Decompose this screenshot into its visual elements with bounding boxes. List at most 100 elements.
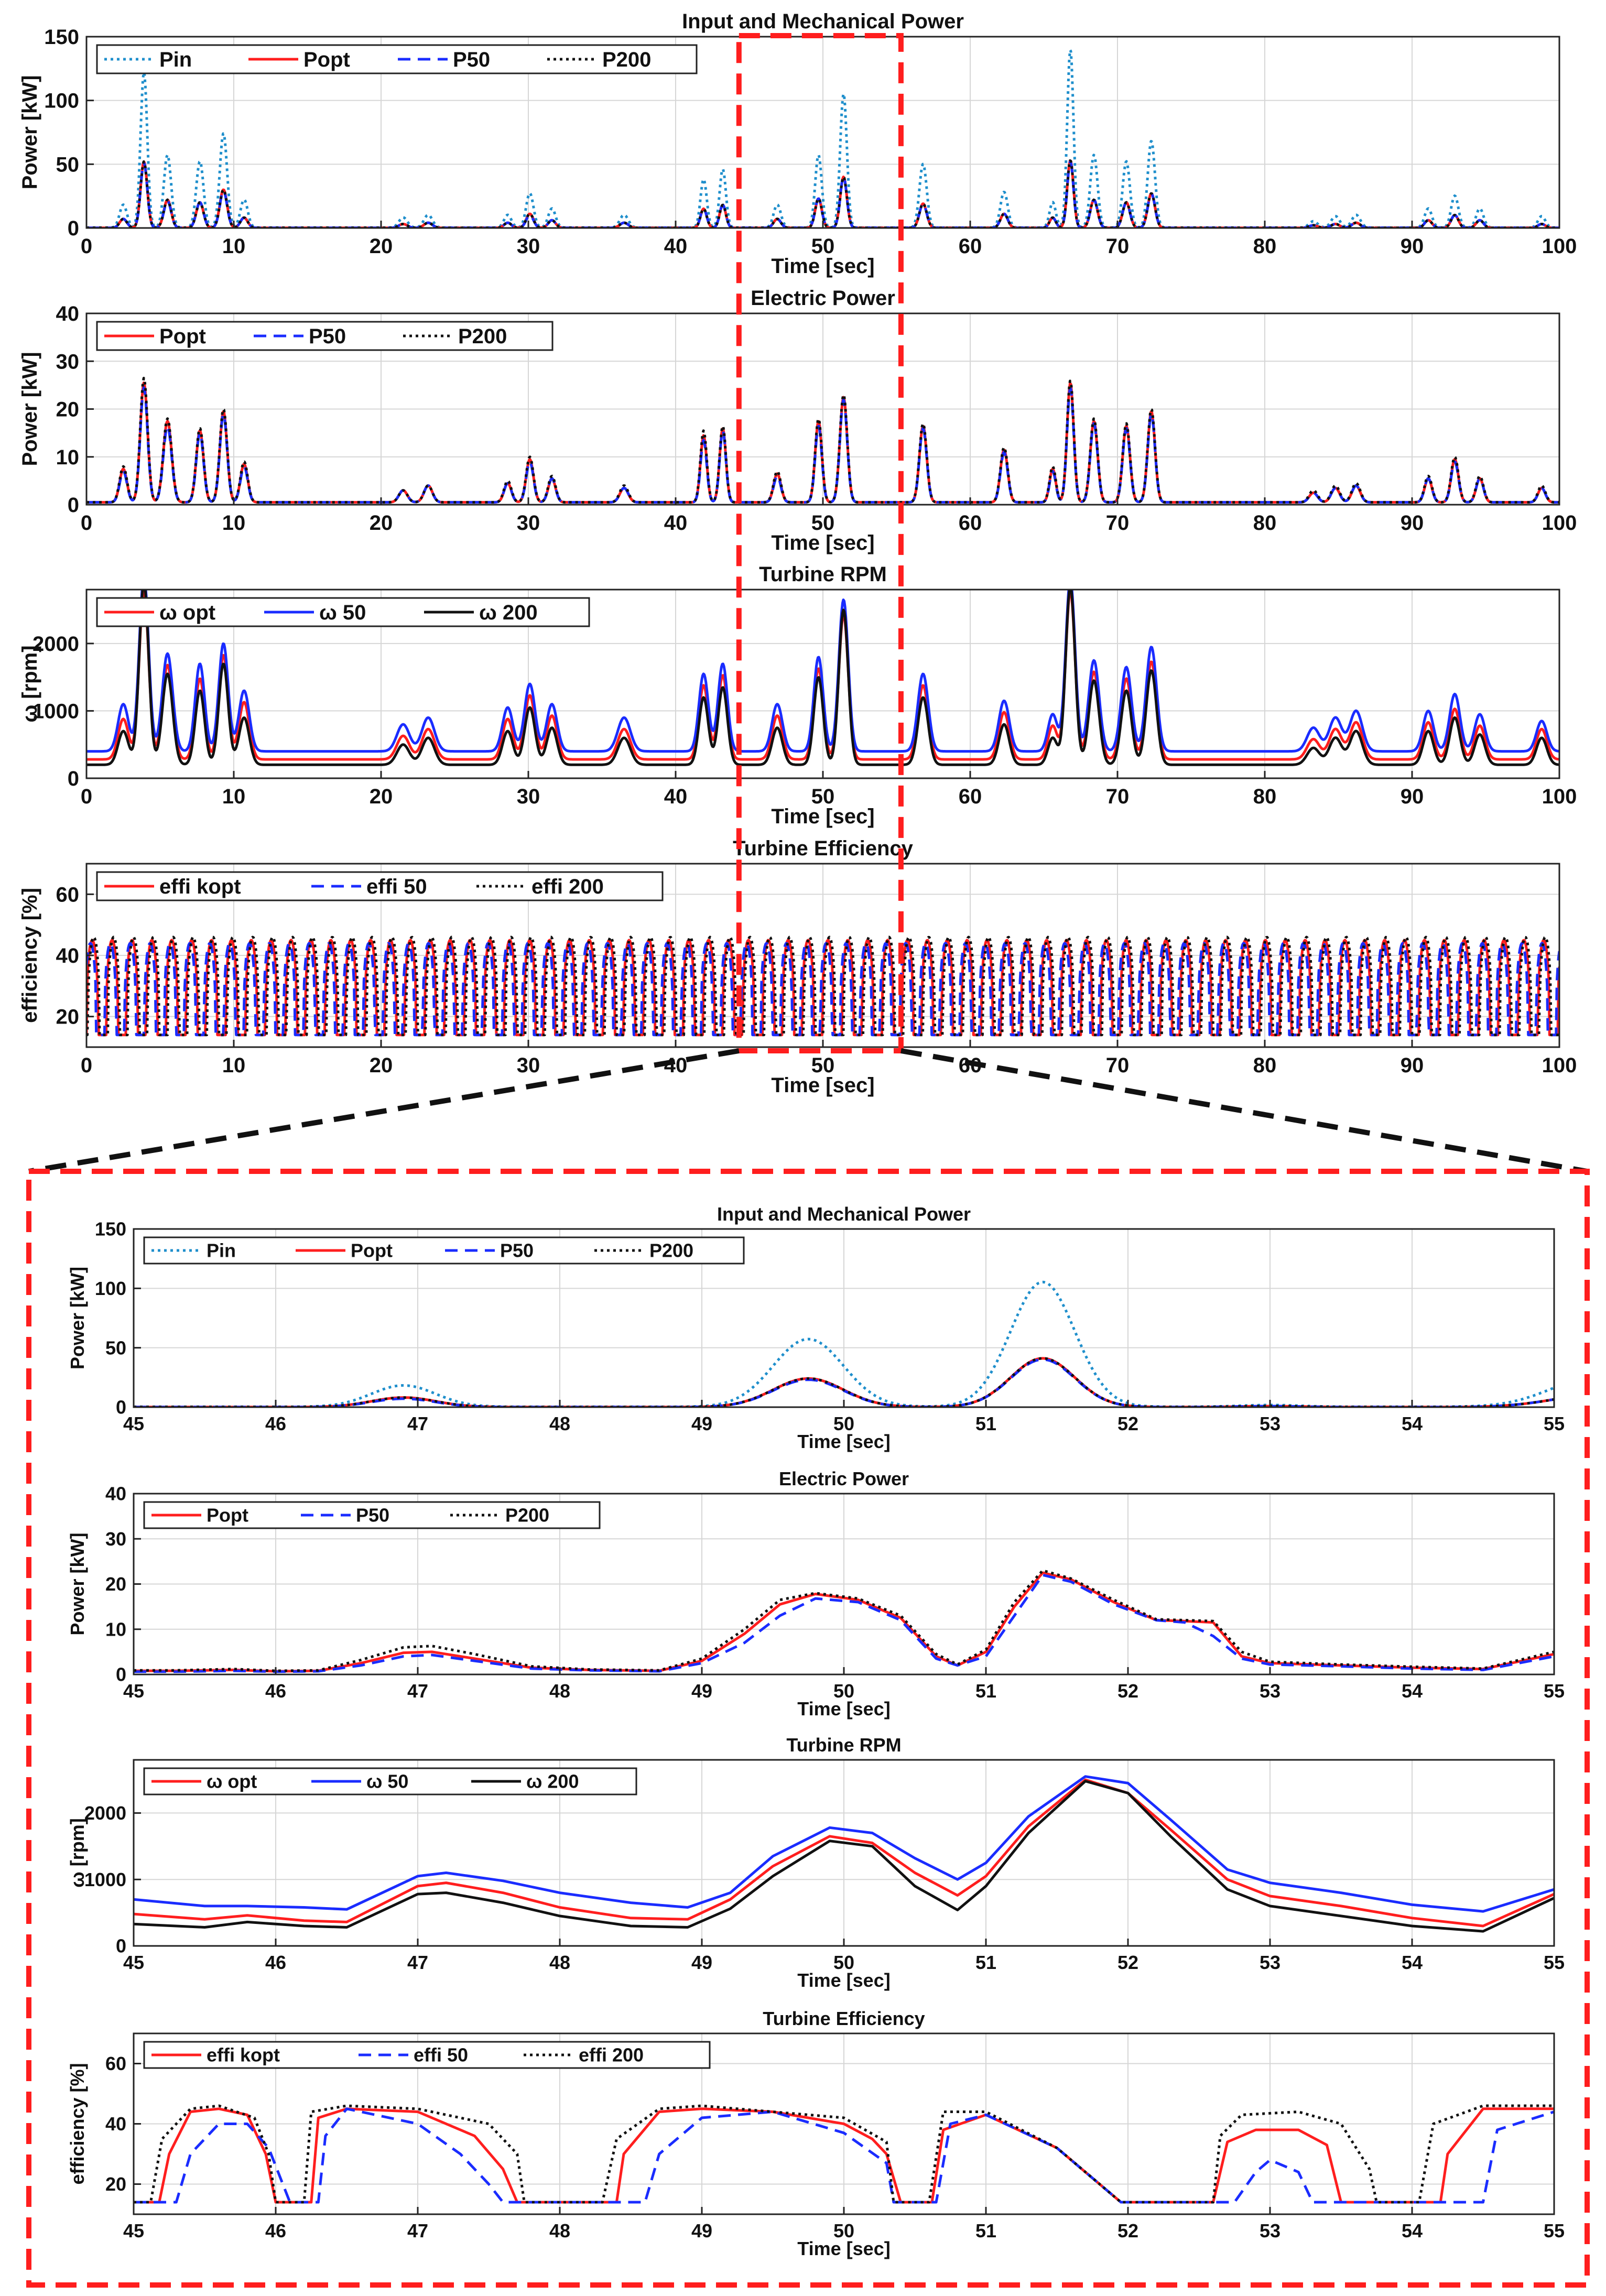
legend-label: effi kopt	[159, 875, 241, 898]
x-tick-label: 52	[1117, 1413, 1138, 1434]
x-tick-label: 0	[81, 1054, 92, 1077]
y-axis-label: Power [kW]	[67, 1267, 88, 1369]
legend-label: Popt	[207, 1505, 248, 1526]
x-tick-label: 60	[959, 235, 982, 258]
series-line-effi-200	[134, 2104, 1554, 2204]
x-tick-label: 60	[959, 785, 982, 808]
x-tick-label: 90	[1401, 785, 1424, 808]
x-tick-label: 54	[1402, 1680, 1423, 1702]
x-tick-label: 52	[1117, 2220, 1138, 2241]
x-tick-label: 10	[222, 512, 246, 535]
chart-zoom-turbine-efficiency: 45 46 47 48 49 50 51 52 53 54 55 20 40 60 Turbine Effi…	[67, 2008, 1565, 2259]
y-tick-label: 1000	[32, 700, 79, 723]
highlight-box	[736, 33, 904, 1053]
x-tick-label: 50	[833, 1952, 854, 1973]
x-tick-label: 50	[833, 1413, 854, 1434]
x-tick-label: 53	[1260, 1413, 1281, 1434]
legend: Popt P50 P200	[96, 321, 554, 351]
x-tick-label: 47	[407, 1680, 428, 1702]
x-tick-label: 53	[1260, 2220, 1281, 2241]
x-tick-label: 45	[123, 1680, 144, 1702]
x-tick-label: 55	[1544, 1413, 1565, 1434]
x-tick-label: 70	[1106, 512, 1130, 535]
series-line-ω-50	[134, 1775, 1554, 1913]
y-tick-label: 2000	[32, 633, 79, 656]
legend: effi kopt effi 50 effi 200	[143, 2041, 711, 2069]
y-tick-label: 0	[116, 1397, 126, 1418]
x-axis-label: Time [sec]	[797, 1431, 890, 1452]
y-tick-label: 50	[56, 153, 80, 176]
series-line-p200	[134, 1569, 1554, 1672]
x-tick-label: 70	[1106, 785, 1130, 808]
x-tick-label: 0	[81, 512, 92, 535]
y-axis-label: ω [rpm]	[18, 645, 41, 722]
series-line-popt	[134, 1571, 1554, 1673]
x-tick-label: 47	[407, 1952, 428, 1973]
legend-label: P50	[500, 1240, 534, 1261]
x-tick-label: 47	[407, 2220, 428, 2241]
legend-label: P200	[505, 1505, 549, 1526]
x-tick-label: 46	[265, 1680, 286, 1702]
chart-title: Turbine Efficiency	[733, 837, 914, 860]
x-tick-label: 70	[1106, 1054, 1130, 1077]
x-tick-label: 51	[975, 1680, 996, 1702]
x-tick-label: 80	[1253, 512, 1277, 535]
series-line-p50	[86, 386, 1559, 504]
chart-zoom-electric-power: 45 46 47 48 49 50 51 52 53 54 55 0 10 20 30 40 Electric …	[67, 1468, 1565, 1720]
legend: Pin Popt P50 P200	[143, 1236, 745, 1265]
legend-label: effi 50	[414, 2044, 468, 2066]
y-tick-label: 20	[56, 1006, 80, 1029]
x-tick-label: 45	[123, 2220, 144, 2241]
x-tick-label: 90	[1401, 235, 1424, 258]
legend-label: P50	[356, 1505, 389, 1526]
x-tick-label: 30	[517, 1054, 540, 1077]
legend-label: ω 200	[526, 1771, 579, 1792]
x-tick-label: 90	[1401, 1054, 1424, 1077]
x-tick-label: 60	[959, 512, 982, 535]
y-tick-label: 20	[56, 398, 80, 421]
x-tick-label: 53	[1260, 1952, 1281, 1973]
x-tick-label: 50	[833, 2220, 854, 2241]
series-line-effi-50	[134, 2107, 1554, 2204]
x-tick-label: 55	[1544, 2220, 1565, 2241]
x-tick-label: 49	[691, 2220, 712, 2241]
y-tick-label: 30	[105, 1528, 126, 1550]
x-tick-label: 55	[1544, 1680, 1565, 1702]
legend-label: P50	[309, 325, 346, 348]
legend: ω opt ω 50 ω 200	[143, 1767, 637, 1796]
y-tick-label: 1000	[84, 1869, 126, 1890]
x-tick-label: 80	[1253, 785, 1277, 808]
x-tick-label: 55	[1544, 1952, 1565, 1973]
legend: Pin Popt P50 P200	[96, 44, 698, 74]
legend-box	[143, 2041, 711, 2069]
y-tick-label: 60	[56, 883, 80, 906]
chart-top-electric-power: 0 10 20 30 40 50 60 70 80 90 100 0 10 20 30 40 Electric …	[18, 287, 1577, 554]
y-tick-label: 60	[105, 2053, 126, 2074]
legend-label: effi kopt	[207, 2044, 280, 2066]
y-tick-label: 30	[56, 350, 80, 373]
y-tick-label: 0	[116, 1935, 126, 1957]
legend-label: effi 200	[579, 2044, 644, 2066]
x-tick-label: 51	[975, 1413, 996, 1434]
series-line-effi-kopt	[134, 2107, 1554, 2204]
legend-label: effi 200	[531, 875, 604, 898]
legend-label: ω 50	[366, 1771, 408, 1792]
y-tick-label: 40	[56, 944, 80, 967]
y-axis-label: Power [kW]	[67, 1532, 88, 1635]
x-tick-label: 10	[222, 785, 246, 808]
legend-box	[96, 321, 554, 351]
y-tick-label: 20	[105, 2173, 126, 2195]
legend-label: P200	[649, 1240, 693, 1261]
x-tick-label: 20	[370, 235, 393, 258]
y-tick-label: 50	[105, 1337, 126, 1358]
y-tick-label: 10	[105, 1618, 126, 1640]
y-tick-label: 20	[105, 1573, 126, 1595]
x-tick-label: 100	[1542, 235, 1577, 258]
x-tick-label: 48	[549, 1952, 570, 1973]
x-tick-label: 54	[1402, 2220, 1423, 2241]
x-tick-label: 51	[975, 1952, 996, 1973]
chart-zoom-input-power: 45 46 47 48 49 50 51 52 53 54 55 0 50 100 150 Input and…	[67, 1203, 1565, 1452]
series-line-p200	[134, 1357, 1554, 1407]
y-axis-label: Power [kW]	[18, 75, 41, 190]
